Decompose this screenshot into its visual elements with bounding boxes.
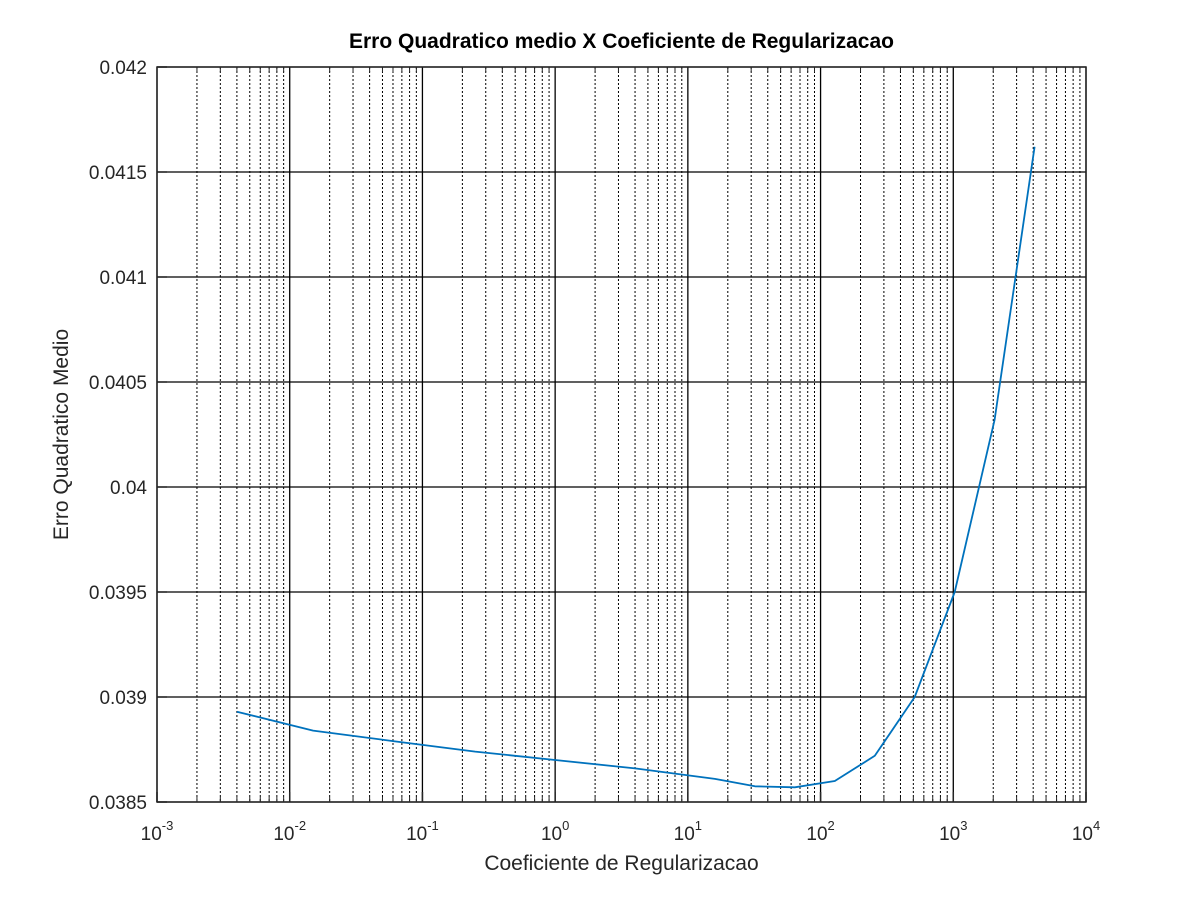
y-tick-label: 0.042	[99, 58, 147, 79]
major-grid	[156, 66, 1087, 803]
y-tick-label: 0.0385	[89, 793, 147, 814]
x-tick-base: 10	[806, 824, 827, 845]
x-tick-base: 10	[541, 824, 562, 845]
x-tick-label: 100	[541, 818, 569, 845]
x-tick-exponent: 1	[695, 818, 702, 833]
x-tick-base: 10	[674, 824, 695, 845]
x-tick-exponent: 0	[562, 818, 569, 833]
x-tick-exponent: 3	[960, 818, 967, 833]
x-tick-exponent: -3	[162, 818, 174, 833]
x-tick-label: 102	[806, 818, 834, 845]
y-axis-label: Erro Quadratico Medio	[50, 329, 73, 540]
x-tick-label: 104	[1072, 818, 1100, 845]
x-tick-exponent: 2	[828, 818, 835, 833]
x-tick-base: 10	[141, 824, 162, 845]
x-tick-base: 10	[1072, 824, 1093, 845]
series-line	[236, 146, 1036, 789]
series-layer	[236, 146, 1036, 789]
x-axis-ticks: 10-3 10-2 10-1 100 101 102 103 104	[141, 67, 1100, 845]
y-tick-label: 0.039	[99, 688, 147, 709]
x-tick-exponent: 4	[1093, 818, 1100, 833]
x-tick-exponent: -2	[295, 818, 307, 833]
plot-area-border	[156, 66, 1087, 803]
minor-grid	[196, 67, 1081, 802]
x-tick-base: 10	[939, 824, 960, 845]
x-tick-label: 10-1	[406, 818, 439, 845]
x-tick-exponent: -1	[427, 818, 439, 833]
x-tick-label: 103	[939, 818, 967, 845]
y-tick-label: 0.0395	[89, 583, 147, 604]
x-tick-label: 10-3	[141, 818, 174, 845]
y-tick-label: 0.0415	[89, 163, 147, 184]
x-axis-label: Coeficiente de Regularizacao	[484, 852, 758, 875]
y-tick-label: 0.04	[110, 478, 147, 499]
y-tick-label: 0.041	[99, 268, 147, 289]
x-tick-base: 10	[406, 824, 427, 845]
y-tick-label: 0.0405	[89, 373, 147, 394]
x-tick-label: 10-2	[273, 818, 306, 845]
y-axis-ticks: 0.0385 0.039 0.0395 0.04 0.0405 0.041 0.0415 0.…	[89, 58, 167, 814]
x-tick-label: 101	[674, 818, 702, 845]
x-tick-base: 10	[273, 824, 294, 845]
chart-title: Erro Quadratico medio X Coeficiente de R…	[349, 30, 894, 53]
